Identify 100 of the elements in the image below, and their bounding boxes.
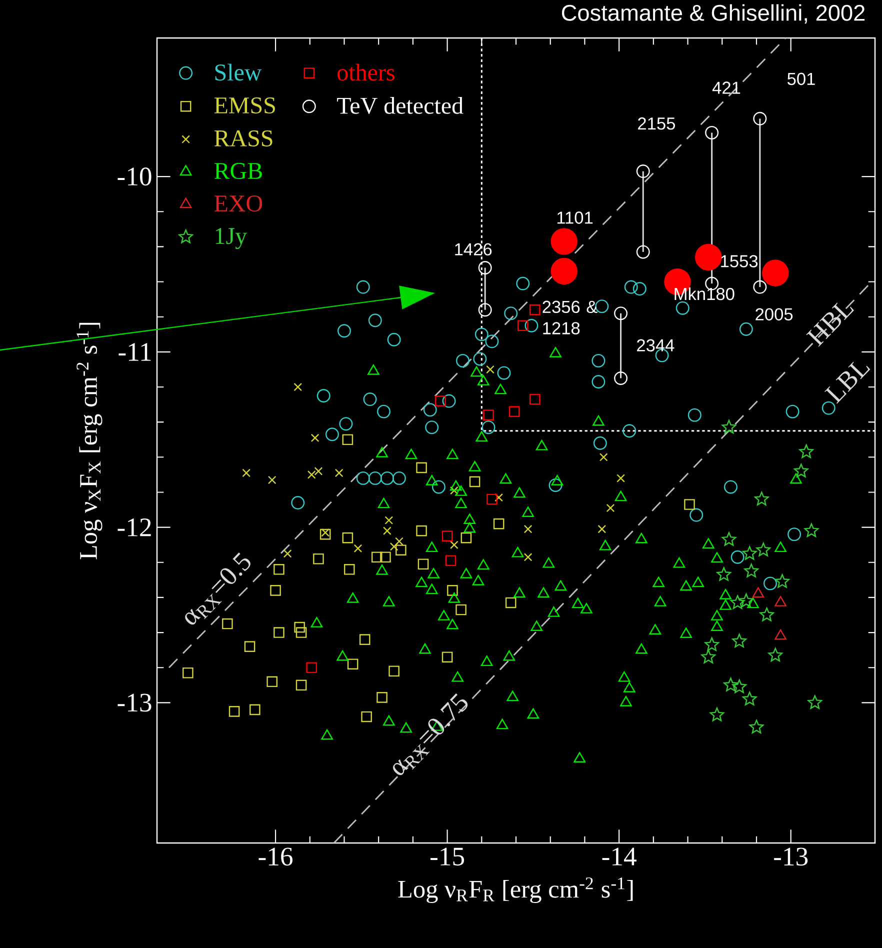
point	[395, 537, 404, 546]
point	[753, 280, 767, 294]
point	[425, 420, 439, 434]
point	[688, 408, 702, 422]
point	[690, 508, 704, 522]
point	[794, 464, 808, 478]
legend-label: RGB	[214, 162, 262, 180]
legend-label: 1Jy	[216, 228, 247, 250]
point	[486, 494, 498, 505]
point	[356, 280, 370, 294]
point	[342, 532, 354, 544]
point	[445, 555, 456, 566]
point	[636, 164, 650, 178]
point	[390, 542, 398, 551]
point	[228, 706, 240, 717]
point	[363, 392, 377, 406]
point	[380, 552, 391, 563]
point	[774, 629, 786, 640]
annotation: 2005	[756, 308, 793, 320]
point	[524, 318, 538, 332]
point	[384, 516, 394, 524]
point	[494, 493, 504, 502]
legend-label: Slew	[215, 64, 262, 81]
point	[684, 499, 695, 510]
point	[592, 375, 606, 388]
point	[473, 352, 487, 366]
point	[371, 552, 382, 563]
point	[283, 549, 292, 558]
point	[517, 320, 528, 332]
point	[478, 261, 492, 274]
point	[622, 424, 636, 438]
text: Log ν$_{R}$F$_{R}$ [erg cm$^{-2}$ s$^{-1}$]	[398, 877, 633, 904]
point	[469, 476, 480, 488]
point	[483, 410, 494, 420]
legend-label: others	[338, 64, 394, 81]
point	[377, 404, 390, 418]
point	[418, 558, 429, 570]
legend-label: EXO	[214, 195, 262, 212]
point	[250, 704, 260, 716]
point	[450, 540, 458, 550]
point	[456, 354, 470, 368]
point	[347, 658, 358, 670]
point	[359, 634, 370, 645]
point	[416, 462, 427, 474]
point	[752, 587, 764, 598]
point	[775, 574, 790, 588]
annotation: Mkn180	[674, 287, 734, 300]
point	[732, 679, 747, 694]
point	[724, 678, 738, 692]
point	[808, 695, 822, 709]
point	[753, 112, 767, 126]
point	[222, 618, 233, 630]
x-tick-label: -15	[430, 848, 464, 866]
point	[486, 365, 494, 374]
point	[296, 627, 307, 638]
point	[749, 720, 764, 734]
point	[614, 306, 628, 320]
point	[524, 552, 532, 562]
point	[632, 282, 646, 296]
point	[705, 126, 719, 140]
annotation: 1553	[721, 255, 758, 268]
point	[380, 471, 394, 485]
point	[754, 492, 769, 506]
x-tick-label: -16	[258, 848, 293, 866]
point	[325, 428, 339, 442]
point	[722, 532, 736, 546]
point	[368, 314, 382, 328]
annotation: 2155	[638, 117, 675, 130]
y-tick-label: -10	[118, 168, 152, 186]
point	[530, 394, 540, 405]
point	[478, 303, 492, 317]
point	[342, 434, 354, 446]
point	[716, 567, 732, 581]
point	[764, 576, 777, 590]
point	[382, 526, 392, 535]
point	[701, 650, 716, 664]
point	[294, 382, 302, 392]
point	[442, 394, 456, 408]
point	[768, 648, 783, 662]
x-tick-label: -14	[602, 848, 636, 866]
annotation: HBL	[806, 302, 854, 347]
annotation: 1426	[455, 243, 492, 256]
point	[636, 245, 650, 259]
point	[456, 604, 466, 616]
x-tick-label: -13	[774, 848, 808, 866]
point	[392, 471, 406, 485]
point	[786, 404, 800, 418]
point	[396, 544, 406, 556]
point	[423, 403, 437, 417]
point	[242, 468, 251, 478]
point	[354, 544, 362, 553]
point	[388, 666, 400, 677]
point	[616, 474, 625, 482]
point	[310, 434, 320, 442]
point	[314, 467, 323, 476]
point	[321, 528, 330, 537]
point	[724, 480, 738, 494]
point	[432, 480, 446, 494]
point	[474, 328, 488, 342]
annotation: 421	[712, 82, 740, 94]
